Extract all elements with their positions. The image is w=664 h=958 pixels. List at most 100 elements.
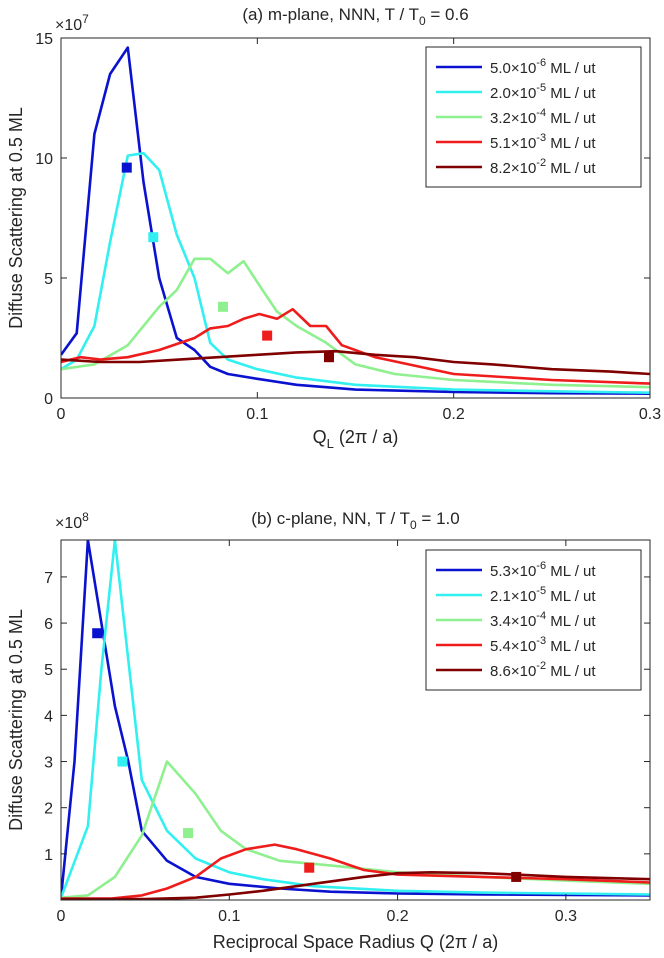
y-tick-label: 15 — [35, 31, 53, 48]
legend-entry-unit: ML / ut — [546, 110, 596, 127]
chart-title: (a) m-plane, NNN, T / T0 = 0.6 — [242, 5, 468, 28]
x-tick-label: 0.3 — [555, 908, 577, 925]
series-line-4 — [61, 307, 650, 385]
legend-entry-1: 5.3×10-6 ML / ut — [490, 560, 596, 580]
x-tick-label: 0 — [57, 406, 66, 423]
series-marker-2 — [117, 756, 128, 767]
legend-entry-unit: ML / ut — [546, 160, 596, 177]
legend-entry-unit: ML / ut — [546, 85, 596, 102]
legend-entry-power: -5 — [536, 585, 546, 597]
x-axis-label-main: Q — [313, 427, 327, 447]
legend-entry-power: -5 — [536, 82, 546, 94]
legend-entry-unit: ML / ut — [546, 588, 596, 605]
series-marker-5 — [323, 352, 334, 363]
legend-entry-base: 5.0×10 — [490, 60, 536, 77]
x-tick-label: 0.3 — [639, 406, 661, 423]
chart-title-tail: = 0.6 — [426, 5, 469, 24]
chart-title-tail: = 1.0 — [417, 509, 460, 528]
legend-entry-base: 8.2×10 — [490, 160, 536, 177]
legend-entry-2: 2.0×10-5 ML / ut — [490, 82, 596, 102]
legend-entry-base: 2.1×10 — [490, 588, 536, 605]
legend-entry-base: 5.1×10 — [490, 135, 536, 152]
legend-entry-base: 2.0×10 — [490, 85, 536, 102]
series-group — [61, 46, 650, 395]
y-tick-label: 2 — [44, 801, 53, 818]
axes-frame — [60, 539, 651, 901]
x-axis-label-main: Reciprocal Space Radius Q (2π / a) — [213, 932, 499, 952]
y-tick-label: 3 — [44, 755, 53, 772]
y-exponent-base: ×10 — [55, 515, 82, 532]
legend-entry-unit: ML / ut — [546, 135, 596, 152]
chart-a: (a) m-plane, NNN, T / T0 = 0.60 0.1 0.2 0.3… — [6, 5, 661, 451]
legend-entry-3: 3.2×10-4 ML / ut — [490, 107, 596, 127]
x-tick-label: 0.2 — [386, 908, 408, 925]
y-tick-label: 7 — [44, 570, 53, 587]
legend-entry-unit: ML / ut — [546, 613, 596, 630]
legend-entry-power: -4 — [536, 610, 546, 622]
series-marker-1 — [121, 162, 132, 173]
y-tick-label: 1 — [44, 847, 53, 864]
legend-entry-power: -2 — [536, 660, 546, 672]
legend-entry-base: 8.6×10 — [490, 663, 536, 680]
y-tick-label: 0 — [44, 391, 53, 408]
legend-entry-2: 2.1×10-5 ML / ut — [490, 585, 596, 605]
series-marker-1 — [92, 628, 103, 639]
y-axis-label: Diffuse Scattering at 0.5 ML — [6, 609, 26, 831]
chart-b: (b) c-plane, NN, T / T0 = 1.00 0.1 0.2 0.31… — [6, 509, 651, 952]
x-axis-label: QL (2π / a) — [313, 427, 399, 451]
x-axis-label: Reciprocal Space Radius Q (2π / a) — [213, 932, 499, 952]
y-tick-label: 10 — [35, 151, 53, 168]
series-line-1 — [61, 540, 650, 898]
legend-entry-power: -4 — [536, 107, 546, 119]
legend-entry-unit: ML / ut — [546, 663, 596, 680]
y-exponent-label: ×108 — [55, 510, 89, 532]
legend-entry-base: 3.4×10 — [490, 613, 536, 630]
axes-frame — [60, 37, 651, 399]
legend-entry-base: 3.2×10 — [490, 110, 536, 127]
x-tick-label: 0.2 — [443, 406, 465, 423]
legend: 5.0×10-6 ML / ut2.0×10-5 ML / ut3.2×10-4… — [425, 46, 642, 188]
y-exponent-label: ×107 — [55, 12, 89, 34]
series-marker-4 — [262, 330, 273, 341]
series-marker-3 — [217, 301, 228, 312]
legend-entry-3: 3.4×10-4 ML / ut — [490, 610, 596, 630]
legend-entry-4: 5.1×10-3 ML / ut — [490, 132, 596, 152]
legend-entry-4: 5.4×10-3 ML / ut — [490, 635, 596, 655]
chart-title-subscript: 0 — [410, 518, 417, 532]
y-tick-label: 6 — [44, 616, 53, 633]
series-line-5 — [61, 349, 650, 376]
y-tick-label: 4 — [44, 708, 53, 725]
legend-entry-base: 5.4×10 — [490, 638, 536, 655]
x-tick-label: 0.1 — [218, 908, 240, 925]
series-marker-4 — [304, 862, 315, 873]
x-tick-label: 0 — [57, 908, 66, 925]
y-exponent-base: ×10 — [55, 17, 82, 34]
legend-entry-power: -6 — [536, 560, 546, 572]
chart-title-main: (b) c-plane, NN, T / T — [251, 509, 410, 528]
chart-title-subscript: 0 — [419, 14, 426, 28]
series-line-2 — [61, 151, 650, 394]
legend-entry-power: -2 — [536, 157, 546, 169]
legend-entry-base: 5.3×10 — [490, 563, 536, 580]
legend-entry-power: -3 — [536, 635, 546, 647]
legend-entry-5: 8.6×10-2 ML / ut — [490, 660, 596, 680]
legend-entry-5: 8.2×10-2 ML / ut — [490, 157, 596, 177]
series-line-4 — [61, 843, 650, 900]
legend-entry-power: -3 — [536, 132, 546, 144]
chart-title-main: (a) m-plane, NNN, T / T — [242, 5, 419, 24]
series-marker-2 — [148, 232, 159, 243]
legend-entry-power: -6 — [536, 57, 546, 69]
x-axis-label-tail: (2π / a) — [334, 427, 398, 447]
series-marker-5 — [511, 871, 522, 882]
x-axis-label-subscript: L — [327, 436, 334, 451]
y-axis-label: Diffuse Scattering at 0.5 ML — [6, 107, 26, 329]
chart-title: (b) c-plane, NN, T / T0 = 1.0 — [251, 509, 459, 532]
y-exponent-power: 8 — [82, 510, 89, 524]
x-tick-label: 0.1 — [246, 406, 268, 423]
legend-entry-1: 5.0×10-6 ML / ut — [490, 57, 596, 77]
legend-entry-unit: ML / ut — [546, 60, 596, 77]
series-line-1 — [61, 46, 650, 395]
series-marker-3 — [183, 828, 194, 839]
y-tick-label: 5 — [44, 662, 53, 679]
